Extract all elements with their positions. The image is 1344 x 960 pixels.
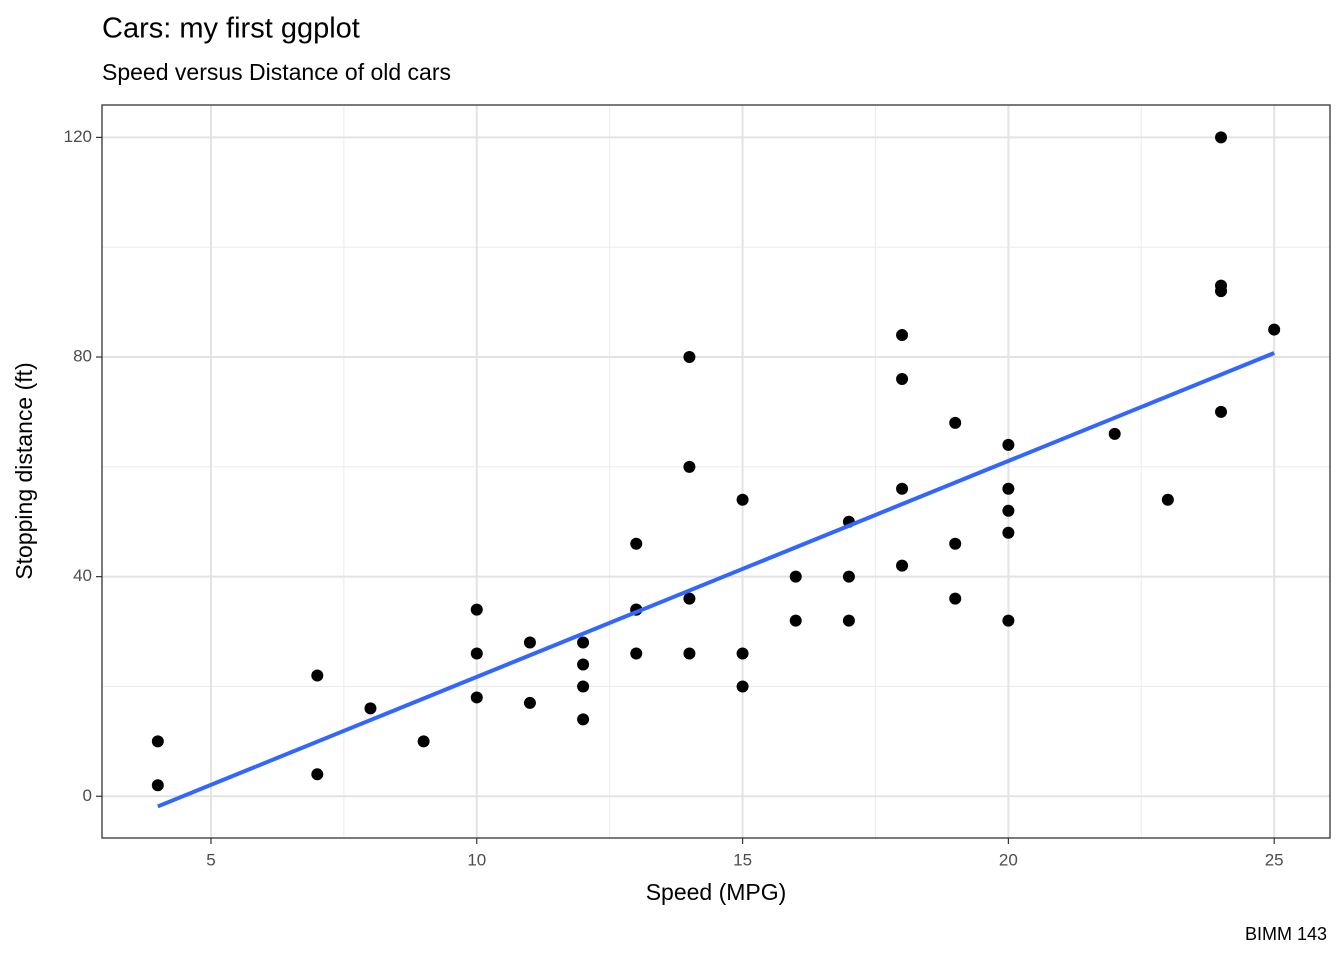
point	[1108, 427, 1121, 440]
y-tick-label: 80	[73, 347, 92, 366]
point	[736, 647, 749, 660]
point	[1002, 482, 1015, 495]
y-axis-label: Stopping distance (ft)	[11, 362, 37, 579]
chart-subtitle: Speed versus Distance of old cars	[102, 59, 451, 85]
point	[1002, 504, 1015, 517]
point	[630, 647, 643, 660]
point	[842, 614, 855, 627]
point	[683, 351, 696, 364]
point	[1215, 279, 1228, 292]
x-tick-label: 20	[999, 850, 1018, 869]
y-tick-label: 0	[83, 786, 92, 805]
point	[417, 735, 430, 748]
point	[1215, 405, 1228, 418]
point	[577, 636, 590, 649]
point	[151, 779, 164, 792]
regression-line	[157, 351, 1275, 809]
point	[311, 768, 324, 781]
point	[151, 735, 164, 748]
point	[630, 537, 643, 550]
point	[949, 592, 962, 605]
point	[523, 636, 536, 649]
point	[736, 493, 749, 506]
x-tick-label: 5	[206, 850, 215, 869]
point	[311, 669, 324, 682]
point	[1002, 438, 1015, 451]
point	[789, 570, 802, 583]
point	[470, 603, 483, 616]
point	[683, 592, 696, 605]
x-tick-label: 15	[733, 850, 752, 869]
point	[789, 614, 802, 627]
point	[1215, 131, 1228, 144]
y-tick-label: 40	[73, 566, 92, 585]
caption: BIMM 143	[1245, 924, 1327, 944]
y-tick-label: 120	[64, 127, 92, 146]
panel-border	[101, 104, 1331, 839]
x-axis-label: Speed (MPG)	[646, 879, 787, 905]
point	[736, 680, 749, 693]
chart-title: Cars: my first ggplot	[102, 13, 360, 45]
point	[577, 680, 590, 693]
point	[683, 460, 696, 473]
x-tick-label: 25	[1265, 850, 1284, 869]
point	[896, 372, 909, 385]
point	[470, 691, 483, 704]
point	[577, 658, 590, 671]
x-tick-label: 10	[467, 850, 486, 869]
point	[1161, 493, 1174, 506]
point	[949, 537, 962, 550]
point	[523, 696, 536, 709]
point	[896, 482, 909, 495]
point	[683, 647, 696, 660]
point	[1268, 323, 1281, 336]
point	[364, 702, 377, 715]
point	[470, 647, 483, 660]
point	[577, 713, 590, 726]
point	[949, 416, 962, 429]
point	[896, 559, 909, 572]
point	[1002, 614, 1015, 627]
point	[842, 570, 855, 583]
point	[1002, 526, 1015, 539]
point	[896, 329, 909, 342]
